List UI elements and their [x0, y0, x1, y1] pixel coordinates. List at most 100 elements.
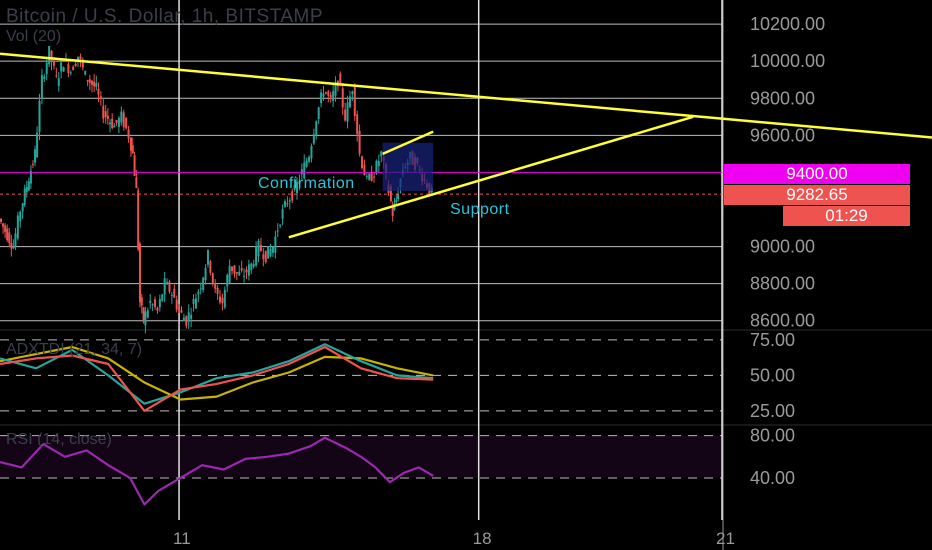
candle-body — [192, 298, 195, 304]
candle-body — [74, 63, 77, 66]
candle-body — [10, 242, 13, 249]
candle-body — [305, 160, 308, 167]
last-price-tag: 9282.65 — [724, 185, 910, 205]
candle-body — [97, 89, 100, 95]
candle-body — [166, 282, 169, 285]
indicator-series-line — [0, 343, 434, 405]
y-tick-label: 25.00 — [750, 401, 795, 421]
candle-body — [231, 266, 234, 272]
candle-body — [135, 177, 138, 188]
candle-body — [228, 265, 231, 283]
candle-body — [2, 223, 5, 227]
candle-body — [315, 121, 318, 135]
candle-body — [219, 296, 222, 303]
candle-body — [69, 72, 72, 74]
candle-body — [308, 157, 311, 162]
candle-body — [137, 190, 140, 250]
candle-body — [351, 91, 354, 95]
candle-body — [67, 64, 70, 74]
candle-body — [391, 206, 394, 216]
candle-body — [19, 211, 22, 222]
candle-body — [25, 186, 28, 193]
volume-label: Vol (20) — [6, 28, 62, 45]
candle-body — [161, 294, 164, 301]
candle-body — [156, 307, 159, 311]
candle-body — [373, 176, 376, 178]
horizontal-line-price-tag: 9400.00 — [724, 164, 910, 184]
candle-body — [365, 175, 368, 177]
candle-body — [154, 299, 157, 307]
rsi-label: RSI (14, close) — [6, 431, 112, 448]
candle-body — [151, 304, 154, 306]
candle-body — [320, 92, 323, 104]
candle-body — [233, 265, 236, 274]
candle-body — [16, 215, 19, 239]
indicator-series-line — [0, 345, 434, 401]
candle-body — [8, 232, 11, 244]
candle-body — [14, 233, 17, 248]
candle-body — [271, 246, 274, 253]
candle-body — [93, 81, 96, 87]
candle-body — [243, 275, 246, 277]
candle-body — [223, 289, 226, 308]
candle-body — [370, 172, 373, 181]
candle-body — [48, 45, 51, 65]
candle-body — [120, 111, 123, 123]
candle-body — [117, 117, 120, 128]
candle-body — [187, 312, 190, 322]
candle-body — [173, 288, 176, 298]
candle-body — [250, 263, 253, 271]
candle-body — [4, 225, 7, 232]
candle-body — [288, 200, 291, 202]
candle-body — [279, 225, 282, 227]
candle-body — [202, 277, 205, 290]
candle-body — [111, 118, 114, 128]
candle-body — [38, 100, 41, 133]
candle-body — [72, 66, 75, 71]
x-tick-label: 11 — [173, 529, 191, 548]
candle-body — [252, 264, 255, 267]
candle-body — [262, 254, 265, 260]
candle-body — [348, 96, 351, 108]
candle-body — [353, 84, 356, 116]
candle-body — [129, 137, 132, 151]
candle-body — [90, 80, 93, 85]
y-tick-label: 9600.00 — [750, 125, 815, 145]
candle-body — [50, 50, 53, 62]
candle-body — [247, 264, 250, 276]
candle-body — [274, 236, 277, 253]
candle-body — [293, 184, 296, 190]
candle-body — [346, 102, 349, 122]
candle-body — [185, 316, 188, 326]
candle-body — [363, 164, 366, 176]
candle-body — [180, 310, 183, 313]
candle-body — [216, 287, 219, 294]
y-tick-label: 50.00 — [750, 365, 795, 385]
candle-body — [281, 209, 284, 219]
chart-title: Bitcoin / U.S. Dollar, 1h, BITSTAMP — [6, 6, 324, 27]
candle-body — [138, 243, 141, 303]
candle-body — [361, 156, 363, 169]
confirmation-annotation: Confirmation — [258, 175, 355, 192]
candle-body — [324, 92, 327, 94]
candle-body — [102, 105, 105, 119]
candle-body — [99, 96, 102, 99]
candle-body — [199, 288, 202, 290]
y-tick-label: 9800.00 — [750, 88, 815, 108]
candle-body — [45, 62, 48, 75]
candle-body — [240, 268, 243, 271]
candle-body — [298, 181, 301, 184]
candle-body — [29, 170, 32, 184]
candle-body — [211, 273, 214, 283]
y-tick-label: 80.00 — [750, 426, 795, 446]
candle-body — [0, 218, 2, 222]
candle-body — [86, 80, 89, 82]
candle-body — [291, 191, 294, 201]
candle-body — [144, 311, 147, 326]
candle-body — [77, 56, 80, 61]
candle-body — [296, 182, 299, 193]
candle-body — [226, 274, 229, 287]
candle-body — [339, 73, 342, 86]
candle-body — [55, 75, 58, 77]
